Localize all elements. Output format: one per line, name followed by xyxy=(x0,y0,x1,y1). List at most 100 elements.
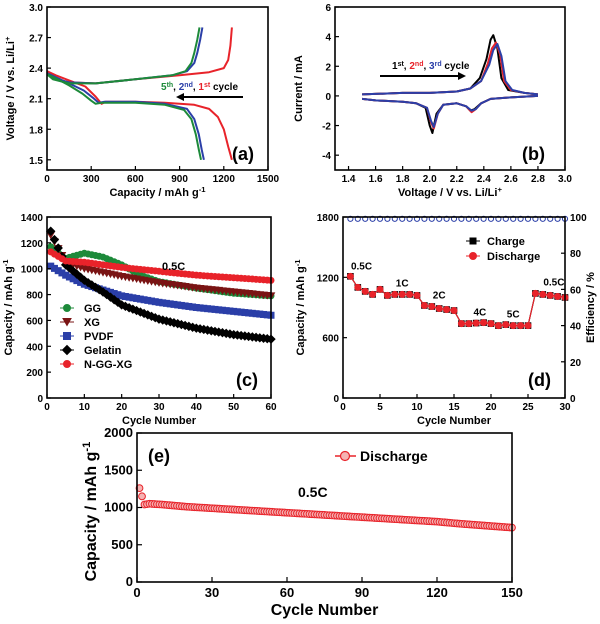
discharge-point xyxy=(383,291,391,299)
x-tick-label: 0 xyxy=(340,402,346,413)
x-tick-label: 30 xyxy=(153,402,165,413)
x-tick-label: 2.0 xyxy=(423,174,437,185)
label-part: Capacity / mAh g xyxy=(295,266,307,355)
x-tick-label: 900 xyxy=(171,174,188,185)
x-axis-label: Voltage / V vs. Li/Li+ xyxy=(398,185,502,200)
annotation-part: st xyxy=(204,82,211,89)
y-tick-label: 1500 xyxy=(104,462,133,477)
y-axis-label: Current / mA xyxy=(293,55,305,122)
discharge-point xyxy=(480,319,488,327)
annotation-part: , xyxy=(423,61,429,72)
y-tick-label: 1000 xyxy=(21,265,44,276)
discharge-point xyxy=(457,320,465,328)
panel-label: (a) xyxy=(232,144,254,164)
annotation-part: 3 xyxy=(429,61,435,72)
annotation-part: 2 xyxy=(409,61,415,72)
data-point xyxy=(53,243,63,253)
y-tick-label: 500 xyxy=(111,537,133,552)
x-tick-label: 60 xyxy=(280,585,294,600)
x-tick-label: 3.0 xyxy=(558,174,572,185)
arrow-head xyxy=(458,72,466,80)
label-part: Capacity / mAh g xyxy=(109,187,198,199)
x-tick-label: 25 xyxy=(522,402,534,413)
discharge-point xyxy=(443,306,451,314)
y-tick-label: 2000 xyxy=(104,425,133,440)
y-tick-label: 2.1 xyxy=(29,95,43,106)
discharge-point xyxy=(517,322,525,330)
x-axis-label: Cycle Number xyxy=(417,415,492,427)
series-line-discharge xyxy=(46,73,202,161)
y-tick-label: 600 xyxy=(26,316,43,327)
x-tick-label: 50 xyxy=(228,402,240,413)
legend-marker xyxy=(469,237,477,245)
series-line-cathodic xyxy=(361,94,538,128)
y-right-axis-label: Efficiency / % xyxy=(585,272,597,343)
discharge-point xyxy=(406,290,414,298)
label-part: Cycle Number xyxy=(271,602,379,619)
discharge-point xyxy=(494,322,502,330)
label-part: Voltage / V vs. Li/Li xyxy=(5,41,17,140)
panel-a: 0 300 600 900 1200 1500 1.5 1.8 2.1 2.4 2.7 3.0 Capa… xyxy=(3,3,280,199)
panel-c: 0 10 20 30 40 50 600200400600800100012001400Cy… xyxy=(1,213,277,427)
discharge-point xyxy=(472,319,480,327)
x-tick-label: 1.8 xyxy=(396,174,410,185)
y-tick-label: 200 xyxy=(26,368,43,379)
x-tick-label: 2.4 xyxy=(477,174,491,185)
x-axis-label: Cycle Number xyxy=(122,415,197,427)
legend-label: GG xyxy=(84,303,101,315)
y-tick-label: 0 xyxy=(126,574,133,589)
x-tick-label: 40 xyxy=(191,402,203,413)
y-tick-label: 600 xyxy=(322,334,339,345)
discharge-point xyxy=(346,272,354,280)
annotation-part: cycle xyxy=(442,61,470,72)
cycle-annotation: 1st, 2nd, 3rd cycle xyxy=(392,61,470,73)
y-axis-label: Capacity / mAh g-1 xyxy=(293,259,308,356)
y-axis-label: Capacity / mAh g-1 xyxy=(81,442,100,582)
x-tick-label: 30 xyxy=(559,402,571,413)
y-tick-label: 2.7 xyxy=(29,34,43,45)
y-tick-label: 800 xyxy=(26,291,43,302)
y-tick-label: 0 xyxy=(325,92,331,103)
rate-label: 1C xyxy=(396,278,409,289)
annotation-part: , xyxy=(404,61,410,72)
panel-b: 1.4 1.6 1.8 2.0 2.2 2.4 2.6 2.8 3.0 -4 -2 0 2 4 6 Volta… xyxy=(293,3,572,199)
series-line-discharge xyxy=(46,72,205,161)
annotation-part: 1 xyxy=(392,61,398,72)
annotation-part: cycle xyxy=(210,82,238,93)
plot-frame xyxy=(334,6,566,171)
legend-marker xyxy=(63,360,71,368)
legend-label: N-GG-XG xyxy=(84,359,132,371)
discharge-point xyxy=(531,289,539,297)
discharge-line xyxy=(349,275,566,327)
x-tick-label: 10 xyxy=(411,402,423,413)
annotation-part: nd xyxy=(415,61,424,68)
x-tick-label: 15 xyxy=(448,402,460,413)
x-tick-label: 120 xyxy=(426,585,448,600)
x-tick-label: 30 xyxy=(205,585,219,600)
y-tick-label: 400 xyxy=(26,342,43,353)
x-tick-label: 5 xyxy=(377,402,383,413)
discharge-point xyxy=(369,290,377,298)
label-part: -1 xyxy=(81,442,93,452)
x-tick-label: 20 xyxy=(116,402,128,413)
annotation-part: 1 xyxy=(198,82,204,93)
annotation-part: 2 xyxy=(179,82,185,93)
series-line-charge xyxy=(46,27,233,85)
x-tick-label: 0 xyxy=(44,402,50,413)
panel-label: (c) xyxy=(236,370,258,390)
discharge-point xyxy=(428,302,436,310)
y-tick-label: 1.8 xyxy=(29,125,43,136)
discharge-point xyxy=(524,322,532,330)
x-tick-label: 300 xyxy=(83,174,100,185)
y-tick-label: 1000 xyxy=(104,500,133,515)
discharge-point xyxy=(450,307,458,315)
legend-label: XG xyxy=(84,317,100,329)
annotation-part: , xyxy=(193,82,199,93)
label-part: + xyxy=(497,185,502,194)
discharge-point xyxy=(376,285,384,293)
discharge-point xyxy=(435,305,443,313)
x-axis-label: Cycle Number xyxy=(271,602,379,619)
label-part: Current / mA xyxy=(293,55,305,122)
y-tick-label: -2 xyxy=(322,122,331,133)
